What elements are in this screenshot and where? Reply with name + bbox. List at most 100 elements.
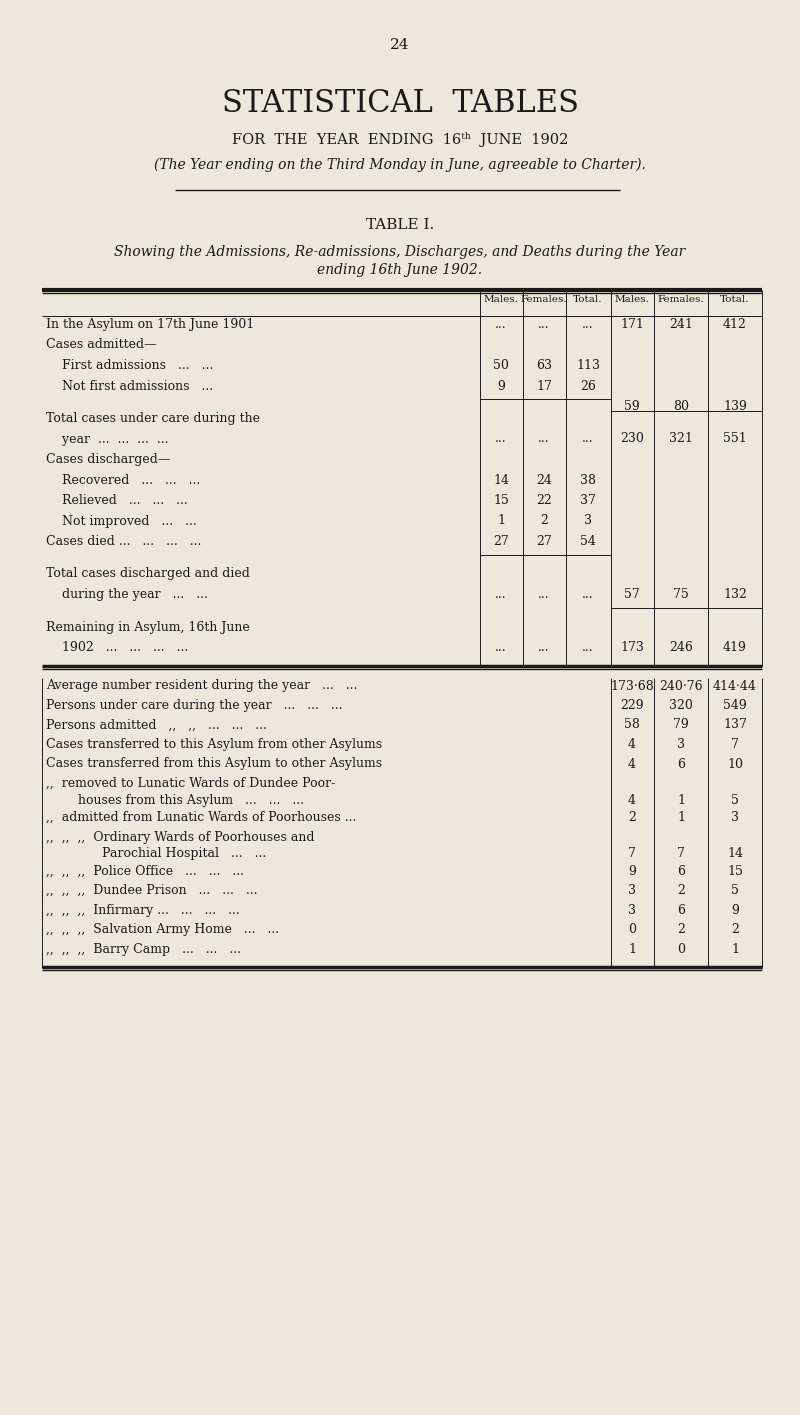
- Text: 241: 241: [669, 318, 693, 331]
- Text: 1: 1: [677, 811, 685, 824]
- Text: 173·68: 173·68: [610, 679, 654, 692]
- Text: 4: 4: [628, 794, 636, 807]
- Text: 59: 59: [624, 400, 640, 413]
- Text: 57: 57: [624, 589, 640, 601]
- Text: ...: ...: [538, 433, 550, 446]
- Text: 50: 50: [493, 359, 509, 372]
- Text: 137: 137: [723, 719, 747, 732]
- Text: 419: 419: [723, 641, 747, 654]
- Text: 22: 22: [536, 494, 552, 507]
- Text: 132: 132: [723, 589, 747, 601]
- Text: 1: 1: [731, 942, 739, 955]
- Text: Not first admissions   ...: Not first admissions ...: [62, 379, 213, 392]
- Text: 10: 10: [727, 757, 743, 771]
- Text: ...: ...: [538, 641, 550, 654]
- Text: 2: 2: [628, 811, 636, 824]
- Text: ending 16th June 1902.: ending 16th June 1902.: [318, 263, 482, 277]
- Text: 6: 6: [677, 865, 685, 877]
- Text: 63: 63: [536, 359, 552, 372]
- Text: ,,  ,,  ,,  Dundee Prison   ...   ...   ...: ,, ,, ,, Dundee Prison ... ... ...: [46, 884, 258, 897]
- Text: In the Asylum on 17th June 1901: In the Asylum on 17th June 1901: [46, 318, 254, 331]
- Text: houses from this Asylum   ...   ...   ...: houses from this Asylum ... ... ...: [46, 794, 304, 807]
- Text: 15: 15: [727, 865, 743, 877]
- Text: Persons under care during the year   ...   ...   ...: Persons under care during the year ... .…: [46, 699, 342, 712]
- Text: 75: 75: [673, 589, 689, 601]
- Text: 549: 549: [723, 699, 747, 712]
- Text: 5: 5: [731, 794, 739, 807]
- Text: 27: 27: [536, 535, 552, 548]
- Text: ...: ...: [538, 589, 550, 601]
- Text: 1: 1: [677, 794, 685, 807]
- Text: 229: 229: [620, 699, 644, 712]
- Text: 173: 173: [620, 641, 644, 654]
- Text: Males.: Males.: [483, 294, 518, 304]
- Text: 3: 3: [677, 739, 685, 751]
- Text: ,,  ,,  ,,  Barry Camp   ...   ...   ...: ,, ,, ,, Barry Camp ... ... ...: [46, 942, 241, 955]
- Text: Cases transferred from this Asylum to other Asylums: Cases transferred from this Asylum to ot…: [46, 757, 382, 771]
- Text: Total cases under care during the: Total cases under care during the: [46, 412, 260, 424]
- Text: ...: ...: [495, 589, 507, 601]
- Text: Parochial Hospital   ...   ...: Parochial Hospital ... ...: [46, 848, 266, 860]
- Text: 1902   ...   ...   ...   ...: 1902 ... ... ... ...: [46, 641, 188, 654]
- Text: Females.: Females.: [658, 294, 704, 304]
- Text: Total cases discharged and died: Total cases discharged and died: [46, 567, 250, 580]
- Text: ,,  admitted from Lunatic Wards of Poorhouses ...: ,, admitted from Lunatic Wards of Poorho…: [46, 811, 356, 824]
- Text: 1: 1: [497, 515, 505, 528]
- Text: 3: 3: [628, 884, 636, 897]
- Text: First admissions   ...   ...: First admissions ... ...: [62, 359, 214, 372]
- Text: Cases died ...   ...   ...   ...: Cases died ... ... ... ...: [46, 535, 202, 548]
- Text: Males.: Males.: [614, 294, 650, 304]
- Text: 2: 2: [731, 923, 739, 937]
- Text: 2: 2: [677, 884, 685, 897]
- Text: 17: 17: [536, 379, 552, 392]
- Text: ...: ...: [495, 318, 507, 331]
- Text: ...: ...: [582, 433, 594, 446]
- Text: 38: 38: [580, 474, 596, 487]
- Text: ...: ...: [582, 641, 594, 654]
- Text: 0: 0: [677, 942, 685, 955]
- Text: ,,  removed to Lunatic Wards of Dundee Poor-: ,, removed to Lunatic Wards of Dundee Po…: [46, 777, 335, 790]
- Text: Not improved   ...   ...: Not improved ... ...: [62, 515, 197, 528]
- Text: STATISTICAL  TABLES: STATISTICAL TABLES: [222, 88, 578, 119]
- Text: 14: 14: [493, 474, 509, 487]
- Text: 320: 320: [669, 699, 693, 712]
- Text: (The Year ending on the Third Monday in June, agreeable to Charter).: (The Year ending on the Third Monday in …: [154, 158, 646, 173]
- Text: ,,  ,,  ,,  Salvation Army Home   ...   ...: ,, ,, ,, Salvation Army Home ... ...: [46, 923, 279, 937]
- Text: Cases admitted—: Cases admitted—: [46, 338, 157, 351]
- Text: TABLE I.: TABLE I.: [366, 218, 434, 232]
- Text: 6: 6: [677, 904, 685, 917]
- Text: ,,  ,,  ,,  Infirmary ...   ...   ...   ...: ,, ,, ,, Infirmary ... ... ... ...: [46, 904, 240, 917]
- Text: 27: 27: [493, 535, 509, 548]
- Text: 7: 7: [731, 739, 739, 751]
- Text: year  ...  ...  ...  ...: year ... ... ... ...: [46, 433, 169, 446]
- Text: during the year   ...   ...: during the year ... ...: [46, 589, 208, 601]
- Text: 240·76: 240·76: [659, 679, 703, 692]
- Text: ...: ...: [582, 318, 594, 331]
- Text: 2: 2: [677, 923, 685, 937]
- Text: Cases transferred to this Asylum from other Asylums: Cases transferred to this Asylum from ot…: [46, 739, 382, 751]
- Text: 7: 7: [628, 848, 636, 860]
- Text: 26: 26: [580, 379, 596, 392]
- Text: ...: ...: [495, 641, 507, 654]
- Text: Remaining in Asylum, 16th June: Remaining in Asylum, 16th June: [46, 621, 250, 634]
- Text: 14: 14: [727, 848, 743, 860]
- Text: 551: 551: [723, 433, 747, 446]
- Text: 5: 5: [731, 884, 739, 897]
- Text: FOR  THE  YEAR  ENDING  16ᵗʰ  JUNE  1902: FOR THE YEAR ENDING 16ᵗʰ JUNE 1902: [232, 132, 568, 147]
- Text: 4: 4: [628, 739, 636, 751]
- Text: Total.: Total.: [720, 294, 750, 304]
- Text: 4: 4: [628, 757, 636, 771]
- Text: Relieved   ...   ...   ...: Relieved ... ... ...: [62, 494, 188, 507]
- Text: 414·44: 414·44: [713, 679, 757, 692]
- Text: 24: 24: [536, 474, 552, 487]
- Text: 412: 412: [723, 318, 747, 331]
- Text: 54: 54: [580, 535, 596, 548]
- Text: 9: 9: [497, 379, 505, 392]
- Text: Recovered   ...   ...   ...: Recovered ... ... ...: [62, 474, 200, 487]
- Text: 321: 321: [669, 433, 693, 446]
- Text: 80: 80: [673, 400, 689, 413]
- Text: 1: 1: [628, 942, 636, 955]
- Text: 3: 3: [584, 515, 592, 528]
- Text: 9: 9: [628, 865, 636, 877]
- Text: 37: 37: [580, 494, 596, 507]
